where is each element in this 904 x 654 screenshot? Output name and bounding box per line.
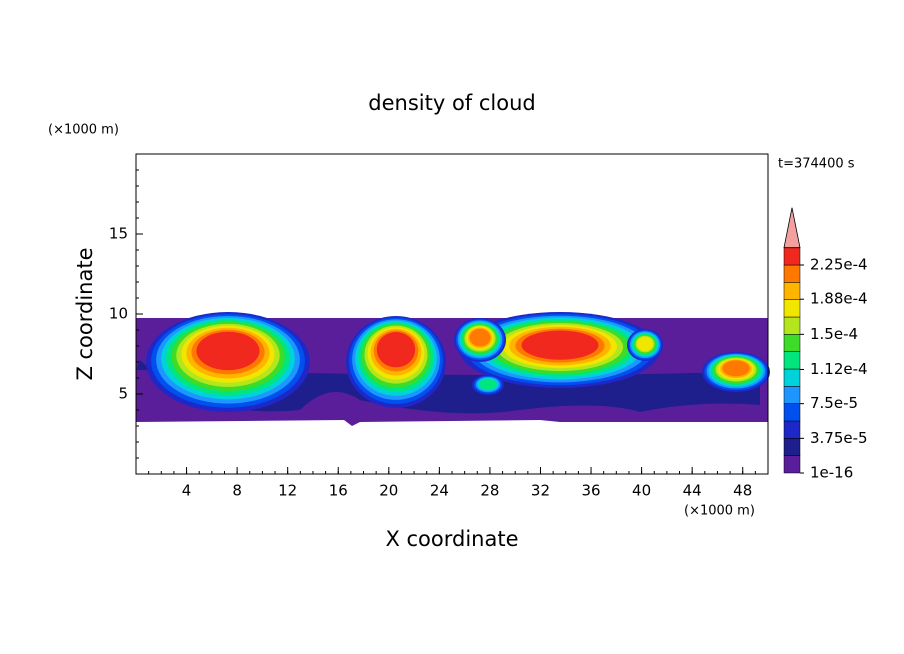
colorbar-box (783, 455, 801, 474)
contour-region (376, 332, 416, 368)
colorbar-label: 1.88e-4 (810, 290, 868, 308)
y-tick-label: 5 (118, 385, 128, 403)
x-tick-label: 12 (278, 482, 297, 500)
x-tick-label: 36 (581, 482, 600, 500)
colorbar-box (783, 386, 801, 404)
colorbar-label: 1e-16 (810, 464, 853, 482)
x-axis-label: X coordinate (385, 527, 518, 551)
x-tick-label: 40 (632, 482, 651, 500)
colorbar-label: 1.5e-4 (810, 325, 858, 343)
contour-field (136, 312, 770, 426)
x-tick-label: 28 (480, 482, 499, 500)
x-tick-label: 44 (683, 482, 702, 500)
contour-region (521, 330, 599, 360)
colorbar-box (783, 351, 801, 370)
contour-region (637, 336, 653, 351)
colorbar-box (783, 316, 801, 335)
colorbar-box (783, 403, 801, 422)
chart-title: density of cloud (368, 91, 535, 115)
colorbar-label: 3.75e-5 (810, 429, 868, 447)
colorbar-label: 1.12e-4 (810, 360, 868, 378)
y-unit: (×1000 m) (48, 123, 119, 138)
x-unit: (×1000 m) (684, 504, 755, 519)
x-tick-label: 8 (232, 482, 242, 500)
y-tick-label: 15 (109, 225, 128, 243)
colorbar-box (783, 334, 801, 352)
x-tick-label: 20 (379, 482, 398, 500)
contour-region (722, 360, 750, 377)
x-tick-label: 32 (531, 482, 550, 500)
y-axis-label: Z coordinate (73, 247, 97, 380)
contour-region (196, 331, 260, 371)
colorbar-box (783, 299, 801, 318)
colorbar-box (783, 438, 801, 456)
colorbar-box (783, 368, 801, 387)
x-tick-label: 4 (182, 482, 192, 500)
colorbar-box (783, 282, 801, 300)
contour-region (469, 328, 491, 347)
colorbar-box (783, 420, 801, 439)
contour-region (479, 378, 497, 390)
colorbar-extend (783, 207, 801, 249)
x-tick-label: 16 (329, 482, 348, 500)
y-tick-label: 10 (109, 305, 128, 323)
x-tick-label: 24 (430, 482, 449, 500)
colorbar-label: 7.5e-5 (810, 394, 858, 412)
colorbar-box (783, 247, 801, 266)
colorbar-label: 2.25e-4 (810, 256, 868, 274)
colorbar-box (783, 264, 801, 283)
time-annotation: t=374400 s (778, 157, 855, 172)
x-tick-label: 48 (733, 482, 752, 500)
